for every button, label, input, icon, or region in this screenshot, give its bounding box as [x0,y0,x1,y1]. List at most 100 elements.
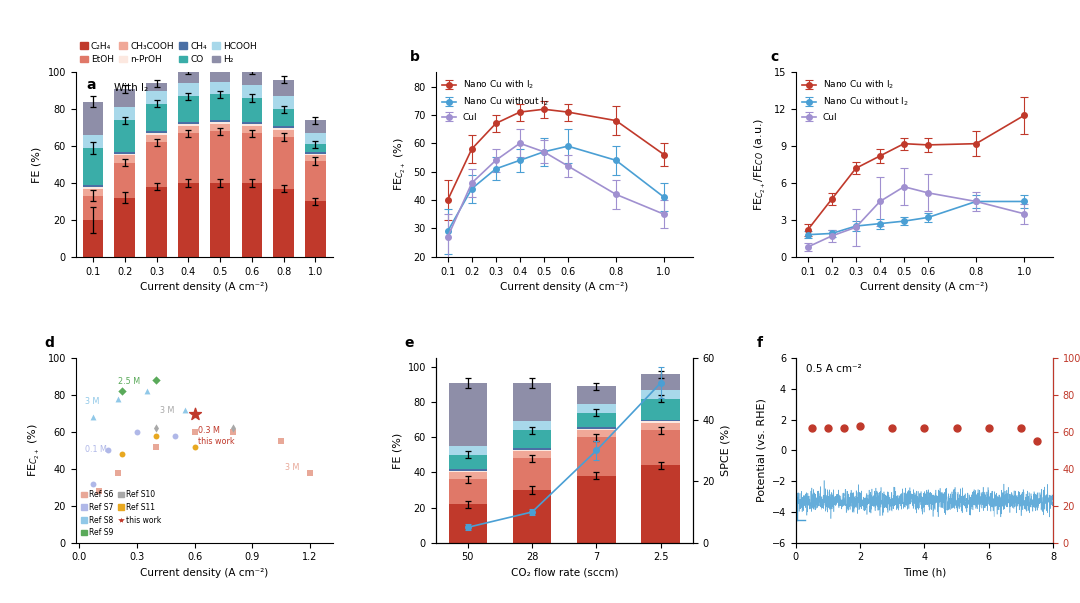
Bar [178,96,199,122]
Y-axis label: SPCE (%): SPCE (%) [720,425,730,476]
Bar [114,156,135,163]
Bar [242,133,262,183]
Bar [210,121,230,122]
Bar [273,109,294,126]
Y-axis label: FE (%): FE (%) [32,147,42,183]
Bar [210,95,230,121]
X-axis label: Current density (A cm⁻²): Current density (A cm⁻²) [140,282,268,292]
Point [148,442,165,452]
Bar [513,421,552,431]
Bar [83,148,104,185]
Point [301,468,319,478]
Bar [178,122,199,124]
Bar [577,429,616,431]
Bar [448,472,487,479]
Legend: Ref S6, Ref S7, Ref S8, Ref S9, Ref S10, Ref S11, this work: Ref S6, Ref S7, Ref S8, Ref S9, Ref S10,… [80,488,163,539]
Bar [178,133,199,183]
Bar [146,91,167,104]
Bar [146,83,167,91]
Bar [305,133,326,144]
Bar [513,383,552,421]
Bar [577,404,616,412]
Bar [642,390,680,399]
Bar [513,450,552,452]
Bar [642,399,680,420]
Bar [114,163,135,198]
Bar [577,387,616,404]
Bar [577,476,616,543]
Bar [114,152,135,154]
Bar [242,85,262,98]
Y-axis label: FE (%): FE (%) [392,432,402,469]
Point [84,479,102,488]
Text: a: a [86,78,95,92]
Point [113,387,131,396]
Point [113,449,131,459]
Bar [83,189,104,196]
Text: 3 M: 3 M [85,397,99,406]
Bar [114,89,135,107]
Point [148,376,165,385]
Point [90,486,107,496]
Bar [642,423,680,431]
Y-axis label: FE$_{C_{2+}}$ (%): FE$_{C_{2+}}$ (%) [27,424,42,477]
Bar [178,124,199,126]
Bar [305,161,326,201]
Point [138,387,156,396]
X-axis label: Current density (A cm⁻²): Current density (A cm⁻²) [861,282,988,292]
Text: 0.3 M
this work: 0.3 M this work [199,426,235,446]
Text: b: b [410,50,420,65]
Text: With I₂: With I₂ [114,83,148,93]
Bar [210,124,230,131]
Bar [83,135,104,148]
Bar [513,448,552,450]
Bar [305,121,326,133]
Bar [448,471,487,472]
Bar [448,446,487,455]
Bar [305,201,326,257]
Text: d: d [44,336,55,350]
Point [166,431,184,441]
X-axis label: Current density (A cm⁻²): Current density (A cm⁻²) [140,568,268,578]
Bar [448,455,487,469]
Bar [305,144,326,152]
Bar [448,469,487,471]
Bar [210,65,230,81]
Point [148,431,165,441]
Text: 3 M: 3 M [160,406,175,415]
Bar [114,198,135,257]
Bar [83,187,104,189]
Bar [513,431,552,448]
Text: 0.5 A cm⁻²: 0.5 A cm⁻² [806,364,862,374]
Bar [210,122,230,124]
Y-axis label: FE$_{C_{2+}}$/FE$_{CO}$ (a.u.): FE$_{C_{2+}}$/FE$_{CO}$ (a.u.) [753,118,768,211]
Bar [642,374,680,390]
Text: e: e [405,336,415,350]
Bar [146,133,167,135]
Bar [83,196,104,220]
Bar [305,156,326,161]
Bar [242,71,262,85]
Y-axis label: Potential (vs. RHE): Potential (vs. RHE) [756,399,766,502]
Bar [642,466,680,543]
Point [176,405,193,415]
Point [148,423,165,433]
Point [186,427,203,437]
Bar [146,131,167,133]
Bar [114,154,135,156]
Point [272,437,289,446]
Text: 2.5 M: 2.5 M [118,377,140,386]
Bar [178,83,199,96]
Bar [273,130,294,137]
Text: 0.1 M: 0.1 M [85,445,107,454]
Bar [273,96,294,109]
Bar [210,183,230,257]
Text: f: f [757,336,764,350]
Legend: C₂H₄, EtOH, CH₃COOH, n-PrOH, CH₄, CO, HCOOH, H₂: C₂H₄, EtOH, CH₃COOH, n-PrOH, CH₄, CO, HC… [80,42,257,64]
Bar [114,121,135,152]
Bar [273,128,294,130]
Bar [305,152,326,154]
Bar [178,126,199,133]
Point [186,409,203,418]
Bar [577,427,616,429]
